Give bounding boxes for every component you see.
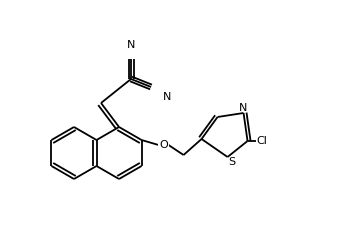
Text: N: N: [163, 92, 171, 102]
Text: S: S: [228, 157, 235, 167]
Text: N: N: [239, 103, 248, 113]
Text: Cl: Cl: [256, 136, 267, 146]
Text: N: N: [127, 40, 135, 50]
Text: O: O: [159, 140, 168, 150]
